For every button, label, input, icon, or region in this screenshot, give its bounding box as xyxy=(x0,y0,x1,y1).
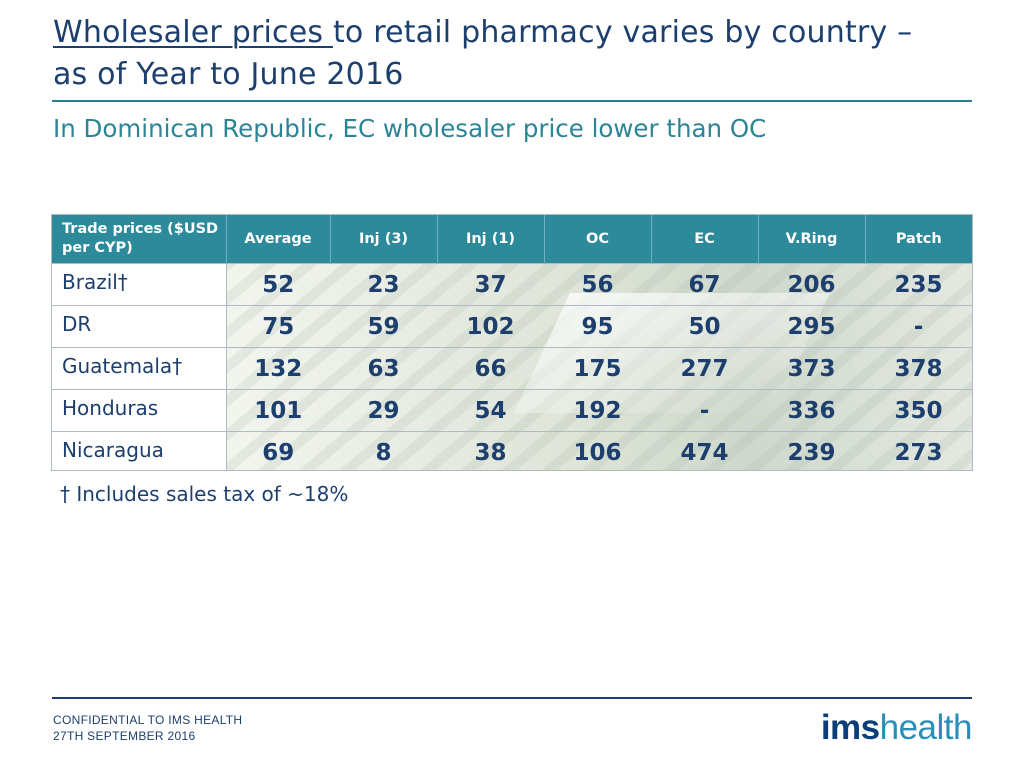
title-divider xyxy=(52,100,972,102)
table-cell: 273 xyxy=(865,431,972,470)
table-cell: - xyxy=(651,389,758,432)
column-header: Inj (1) xyxy=(437,215,545,264)
table-cell: 52 xyxy=(226,263,330,306)
table-cell: 373 xyxy=(758,347,865,390)
table-cell: 106 xyxy=(544,431,651,470)
table-cell: 336 xyxy=(758,389,865,432)
table-row: Nicaragua 69 8 38 106 474 239 273 xyxy=(52,431,972,470)
table-cell: 75 xyxy=(226,305,330,348)
column-header: Trade prices ($USD per CYP) xyxy=(52,215,227,264)
table-row: Brazil† 52 23 37 56 67 206 235 xyxy=(52,263,972,306)
table-cell: - xyxy=(865,305,972,348)
column-header: V.Ring xyxy=(758,215,866,264)
row-label: Honduras xyxy=(52,389,227,432)
table-cell: 63 xyxy=(330,347,437,390)
table-cell: 474 xyxy=(651,431,758,470)
table-cell: 66 xyxy=(437,347,544,390)
row-label: DR xyxy=(52,305,227,348)
table-cell: 101 xyxy=(226,389,330,432)
row-label: Guatemala† xyxy=(52,347,227,390)
table-cell: 350 xyxy=(865,389,972,432)
column-header: OC xyxy=(544,215,652,264)
table-cell: 67 xyxy=(651,263,758,306)
table-cell: 38 xyxy=(437,431,544,470)
table-header-row: Trade prices ($USD per CYP) Average Inj … xyxy=(52,215,972,264)
slide-title: Wholesaler prices to retail pharmacy var… xyxy=(53,12,953,96)
table-cell: 378 xyxy=(865,347,972,390)
logo-ims: ims xyxy=(820,708,880,747)
table-cell: 132 xyxy=(226,347,330,390)
table-row: Honduras 101 29 54 192 - 336 350 xyxy=(52,389,972,432)
table-cell: 69 xyxy=(226,431,330,470)
date-label: 27TH SEPTEMBER 2016 xyxy=(53,729,196,743)
table-cell: 295 xyxy=(758,305,865,348)
logo-health: health xyxy=(879,708,973,747)
imshealth-logo: imshealth xyxy=(820,706,973,750)
slide-subtitle: In Dominican Republic, EC wholesaler pri… xyxy=(53,114,767,143)
table-cell: 37 xyxy=(437,263,544,306)
footer-divider xyxy=(52,697,972,699)
table-cell: 29 xyxy=(330,389,437,432)
title-rest: to retail pharmacy varies by country – a… xyxy=(53,15,913,92)
column-header: Inj (3) xyxy=(330,215,438,264)
table-cell: 56 xyxy=(544,263,651,306)
column-header: EC xyxy=(651,215,759,264)
table-row: Guatemala† 132 63 66 175 277 373 378 xyxy=(52,347,972,390)
table-cell: 59 xyxy=(330,305,437,348)
row-label: Brazil† xyxy=(52,263,227,306)
table-cell: 95 xyxy=(544,305,651,348)
table-cell: 54 xyxy=(437,389,544,432)
table-cell: 23 xyxy=(330,263,437,306)
confidential-label: CONFIDENTIAL TO IMS HEALTH xyxy=(53,713,243,727)
table-cell: 277 xyxy=(651,347,758,390)
table-cell: 235 xyxy=(865,263,972,306)
column-header: Average xyxy=(226,215,331,264)
price-table-container: Trade prices ($USD per CYP) Average Inj … xyxy=(51,214,973,471)
table-cell: 102 xyxy=(437,305,544,348)
footnote: † Includes sales tax of ~18% xyxy=(60,482,349,506)
column-header: Patch xyxy=(865,215,972,264)
row-label: Nicaragua xyxy=(52,431,227,470)
table-cell: 50 xyxy=(651,305,758,348)
price-table: Trade prices ($USD per CYP) Average Inj … xyxy=(52,215,972,470)
table-row: DR 75 59 102 95 50 295 - xyxy=(52,305,972,348)
table-cell: 8 xyxy=(330,431,437,470)
table-cell: 192 xyxy=(544,389,651,432)
table-cell: 175 xyxy=(544,347,651,390)
table-cell: 206 xyxy=(758,263,865,306)
table-cell: 239 xyxy=(758,431,865,470)
title-link[interactable]: Wholesaler prices xyxy=(53,15,333,50)
